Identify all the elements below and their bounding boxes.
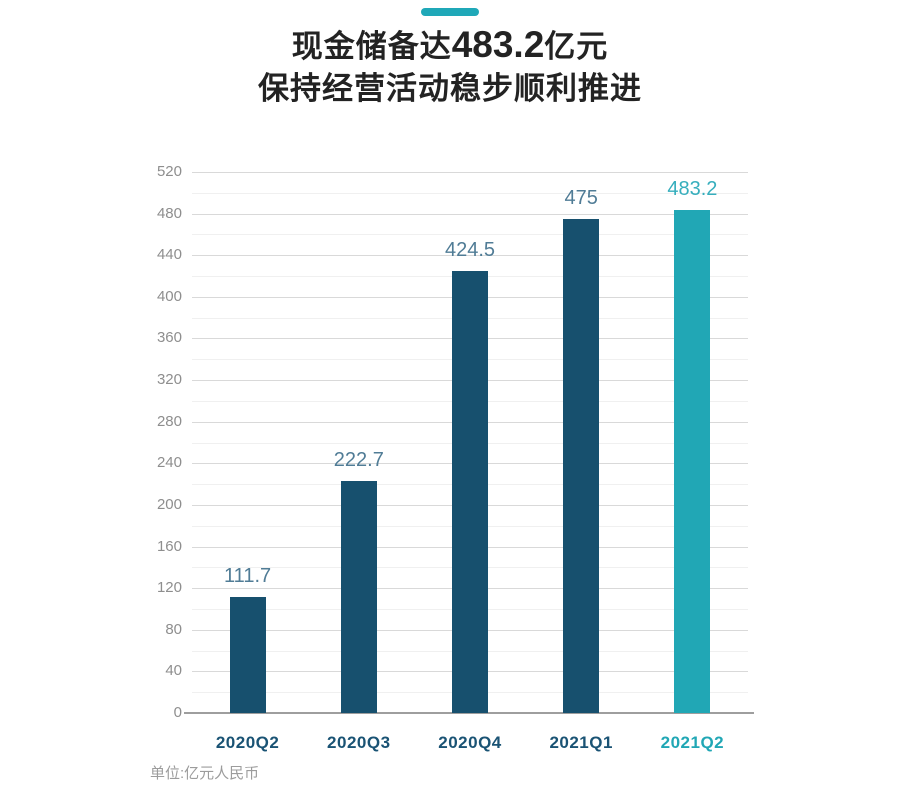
bar-value-2021Q1: 475 (564, 186, 598, 209)
bar-2020Q3 (340, 481, 377, 713)
bar-2021Q2 (674, 210, 711, 713)
y-tick-440: 440 (156, 246, 182, 264)
x-label-2020Q4: 2020Q4 (438, 733, 502, 752)
x-label-2021Q2: 2021Q2 (660, 733, 725, 752)
bar-2020Q2 (229, 596, 266, 713)
y-tick-200: 200 (156, 495, 182, 513)
bar-value-2020Q4: 424.5 (444, 239, 496, 262)
x-axis-line (184, 712, 754, 714)
accent-dash (421, 8, 479, 16)
y-tick-240: 240 (156, 454, 182, 472)
bar-chart: 0 40 80 120 160 200 240 280 320 360 400 440 480 520 1… (0, 150, 900, 798)
y-tick-160: 160 (156, 537, 182, 555)
title-suffix: 亿元 (544, 29, 609, 64)
bar-value-2021Q2: 483.2 (667, 178, 718, 201)
y-tick-360: 360 (156, 329, 182, 347)
title-prefix: 现金储备达 (291, 29, 452, 64)
plot-area: 111.7 222.7 424.5 475 483.2 (184, 172, 754, 714)
y-tick-40: 40 (165, 662, 182, 680)
y-tick-80: 80 (165, 620, 182, 638)
chart-title: 现金储备达483.2亿元 (0, 24, 900, 68)
y-tick-520: 520 (156, 163, 182, 180)
x-label-2020Q2: 2020Q2 (215, 733, 280, 752)
x-label-2021Q1: 2021Q1 (549, 733, 613, 752)
x-axis-labels: 2020Q2 2020Q3 2020Q4 2021Q1 2021Q2 (0, 150, 900, 798)
gridline-480 (192, 213, 748, 215)
bar-2021Q1 (563, 218, 600, 713)
bar-value-2020Q2: 111.7 (224, 564, 272, 587)
chart-header: 现金储备达483.2亿元 保持经营活动稳步顺利推进 (0, 24, 900, 110)
gridline-440 (192, 255, 748, 257)
y-tick-320: 320 (156, 371, 182, 389)
y-tick-480: 480 (156, 204, 182, 222)
gridline-500 (192, 192, 748, 194)
x-label-2020Q3: 2020Q3 (327, 733, 391, 752)
bar-value-2020Q3: 222.7 (333, 449, 384, 472)
unit-label: 单位:亿元人民币 (150, 765, 260, 782)
y-tick-0: 0 (173, 704, 182, 721)
y-tick-120: 120 (156, 579, 182, 597)
y-tick-400: 400 (156, 287, 182, 305)
gridline-520 (192, 172, 748, 173)
gridline-460 (192, 234, 748, 236)
y-axis-labels: 0 40 80 120 160 200 240 280 320 360 400 440 480 520 (0, 150, 900, 798)
title-value: 483.2 (451, 24, 545, 65)
chart-subtitle: 保持经营活动稳步顺利推进 (258, 71, 642, 106)
y-tick-280: 280 (156, 412, 182, 430)
bar-2020Q4 (452, 271, 488, 713)
